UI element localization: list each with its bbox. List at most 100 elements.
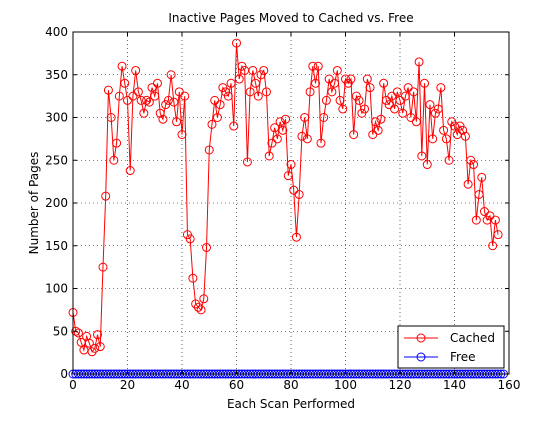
data-point-cached <box>420 78 430 88</box>
legend-box <box>397 325 505 369</box>
data-point-cached <box>136 95 146 105</box>
y-tick-label: 350 <box>45 68 68 82</box>
data-point-cached <box>460 131 470 141</box>
data-point-cached <box>93 330 103 340</box>
data-point-cached <box>346 74 356 84</box>
data-point-cached <box>123 95 132 105</box>
data-point-cached <box>409 87 419 97</box>
data-point-cached <box>308 61 318 71</box>
data-point-cached <box>313 61 323 71</box>
x-tick-label: 80 <box>283 378 298 392</box>
data-point-cached <box>103 85 113 95</box>
data-point-cached <box>384 100 394 110</box>
data-point-cached <box>428 134 438 144</box>
data-point-cached <box>112 138 122 148</box>
data-point-cached <box>414 57 424 67</box>
data-point-cached <box>373 125 383 135</box>
data-point-cached <box>166 70 176 80</box>
data-point-cached <box>463 179 473 189</box>
data-point-cached <box>73 328 83 338</box>
data-point-cached <box>169 97 179 107</box>
data-point-cached <box>109 155 119 165</box>
legend-marker-free <box>416 352 426 362</box>
data-point-cached <box>417 151 427 161</box>
data-point-cached <box>248 65 258 75</box>
data-point-cached <box>163 95 173 105</box>
data-point-cached <box>251 78 261 88</box>
data-point-cached <box>234 74 244 84</box>
y-tick-label: 100 <box>45 282 68 296</box>
data-point-cached <box>177 130 187 140</box>
data-point-cached <box>321 95 331 105</box>
data-point-cached <box>253 91 263 101</box>
data-point-cached <box>319 113 329 122</box>
data-point-cached <box>493 230 503 240</box>
axis-ticks: 0 20 40 60 80 100 120 140 160 0 50 100 150 200 250 300 3… <box>45 25 520 392</box>
data-point-cached <box>207 119 217 129</box>
data-point-cached <box>278 125 288 135</box>
data-point-cached <box>335 95 345 105</box>
data-point-cached <box>185 234 195 244</box>
data-point-cached <box>155 108 165 118</box>
x-tick-label: 0 <box>69 378 77 392</box>
data-point-cached <box>204 145 214 155</box>
data-point-cached <box>174 87 184 97</box>
data-point-cached <box>232 38 241 48</box>
data-point-cached <box>439 125 449 135</box>
data-point-cached <box>128 91 138 101</box>
legend-label-free: Free <box>450 350 475 364</box>
data-point-cached <box>392 87 402 97</box>
data-point-cached <box>245 87 255 97</box>
data-point-cached <box>150 91 160 101</box>
data-point-cached <box>332 65 342 75</box>
data-point-cached <box>283 171 293 181</box>
data-point-cached <box>411 117 421 127</box>
y-tick-label: 150 <box>45 239 68 253</box>
series-cached <box>68 38 503 357</box>
data-point-cached <box>289 185 299 195</box>
data-point-cached <box>360 104 370 114</box>
data-point-cached <box>84 338 94 348</box>
data-point-cached <box>305 87 315 97</box>
data-point-cached <box>390 104 400 114</box>
data-point-cached <box>370 117 380 127</box>
data-point-cached <box>95 342 105 352</box>
x-tick-label: 120 <box>389 378 412 392</box>
data-point-cached <box>223 91 233 101</box>
data-point-cached <box>158 114 168 124</box>
data-point-cached <box>71 326 81 336</box>
data-point-cached <box>379 78 389 88</box>
data-point-cached <box>270 123 280 133</box>
data-point-cached <box>261 87 271 97</box>
data-point-cached <box>422 160 432 170</box>
data-point-cached <box>403 83 413 93</box>
data-point-cached <box>215 100 225 110</box>
data-point-cached <box>406 113 416 122</box>
data-point-cached <box>125 166 135 176</box>
data-point-cached <box>101 191 111 201</box>
data-point-cached <box>133 87 143 97</box>
data-point-cached <box>291 232 301 242</box>
data-point-cached <box>199 294 209 304</box>
data-point-cached <box>120 78 130 88</box>
data-point-cached <box>142 95 152 105</box>
data-point-cached <box>275 117 285 127</box>
data-point-cached <box>425 100 435 110</box>
data-point-cached <box>311 78 321 88</box>
data-point-cached <box>98 262 108 272</box>
y-axis-label: Number of Pages <box>27 152 41 255</box>
data-point-cached <box>469 160 479 170</box>
data-point-cached <box>338 104 348 114</box>
data-point-cached <box>193 302 203 312</box>
y-tick-label: 200 <box>45 196 68 210</box>
data-point-cached <box>477 172 487 182</box>
x-tick-label: 160 <box>498 378 521 392</box>
series-line-cached <box>72 43 499 353</box>
data-point-cached <box>79 345 89 355</box>
data-point-cached <box>324 74 334 84</box>
data-point-cached <box>147 83 157 93</box>
data-point-cached <box>188 273 198 283</box>
data-point-cached <box>114 91 124 101</box>
data-point-cached <box>210 95 220 105</box>
